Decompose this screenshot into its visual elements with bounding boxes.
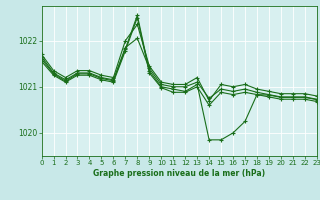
X-axis label: Graphe pression niveau de la mer (hPa): Graphe pression niveau de la mer (hPa) xyxy=(93,169,265,178)
